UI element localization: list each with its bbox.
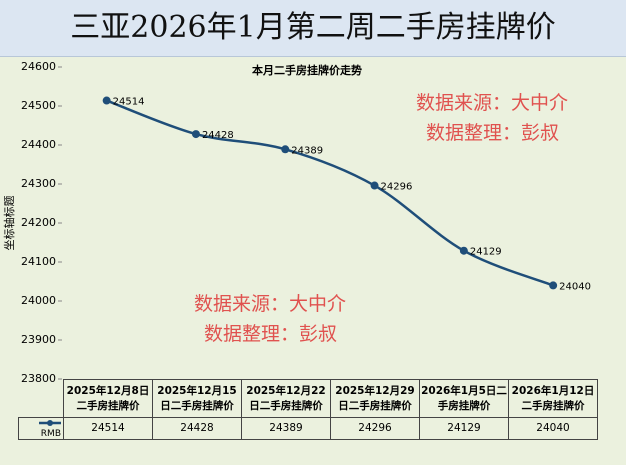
table-value: 24040 [508, 417, 598, 440]
point [191, 130, 200, 139]
point [102, 96, 111, 105]
watermark: 数据整理：彭叔 [204, 323, 337, 345]
y-tick-label: 23800 [21, 372, 56, 385]
x-tick-label: 2025年12月22日二手房挂牌价 [241, 379, 331, 418]
data-label: 24514 [113, 97, 145, 108]
chart-title: 本月二手房挂牌价走势 [252, 63, 362, 77]
legend-label: RMB [40, 428, 61, 439]
y-tick-label: 24300 [21, 177, 56, 190]
point [459, 246, 468, 255]
x-tick-label: 2026年1月12日二手房挂牌价 [508, 379, 598, 418]
legend-marker [39, 420, 61, 426]
title-band: 三亚2026年1月第二周二手房挂牌价 [0, 0, 626, 57]
data-label: 24040 [559, 281, 591, 292]
legend-cell: RMB [18, 417, 64, 440]
x-tick-label: 2025年12月29日二手房挂牌价 [330, 379, 420, 418]
x-tick-label: 2025年12月8日二手房挂牌价 [63, 379, 153, 418]
y-tick-label: 24200 [21, 216, 56, 229]
y-tick-label: 24600 [21, 60, 56, 73]
y-axis-title: 坐标轴标题 [2, 196, 16, 251]
y-tick-label: 24000 [21, 294, 56, 307]
table-value: 24296 [330, 417, 420, 440]
series-line [106, 99, 554, 287]
table-value: 24514 [63, 417, 153, 440]
data-label: 24129 [470, 247, 502, 258]
data-label: 24428 [202, 130, 234, 141]
watermark: 数据来源：大中介 [194, 293, 346, 315]
point [281, 145, 290, 154]
watermark: 数据整理：彭叔 [426, 122, 559, 144]
watermark: 数据来源：大中介 [416, 92, 568, 114]
x-tick-label: 2025年12月15日二手房挂牌价 [152, 379, 242, 418]
data-label: 24296 [381, 182, 413, 193]
point [370, 181, 379, 190]
y-tick-label: 24100 [21, 255, 56, 268]
table-value: 24389 [241, 417, 331, 440]
data-table: 2025年12月8日二手房挂牌价 2025年12月15日二手房挂牌价 2025年12… [18, 379, 598, 440]
page-title: 三亚2026年1月第二周二手房挂牌价 [70, 10, 556, 45]
y-tick-label: 24400 [21, 138, 56, 151]
table-value: 24428 [152, 417, 242, 440]
x-tick-label: 2026年1月5日二手房挂牌价 [419, 379, 509, 418]
data-label: 24389 [291, 145, 323, 156]
point [549, 281, 558, 290]
y-tick-label: 23900 [21, 333, 56, 346]
y-tick-label: 24500 [21, 99, 56, 112]
table-value: 24129 [419, 417, 509, 440]
